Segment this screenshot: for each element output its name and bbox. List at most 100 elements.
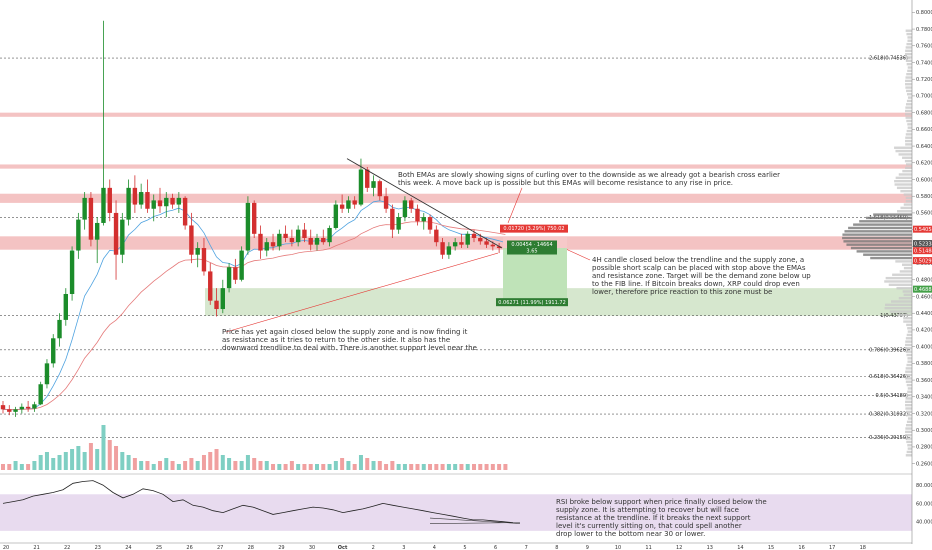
vp-bar [903, 266, 912, 270]
candle-17 [107, 179, 112, 222]
volume-bar-11 [70, 449, 75, 470]
target-label: 0.06271 (11.99%) 1911.72 [498, 300, 566, 306]
candle-body [82, 197, 87, 220]
price-tick-label-8: 0.42000 [916, 328, 932, 334]
volume-bar-24 [151, 464, 156, 470]
candle-53 [333, 200, 339, 230]
candle-body [490, 244, 496, 247]
vp-bar [896, 186, 912, 190]
vp-bar [906, 393, 912, 397]
volume-bar-78 [490, 464, 495, 470]
vp-bar [906, 353, 912, 357]
ann2-line4: to the FIB line. If Bitcoin breaks down,… [592, 280, 800, 288]
price-tick-label-6: 0.38000 [916, 361, 932, 367]
vp-bar [906, 119, 912, 123]
volume-bar-48 [302, 464, 307, 470]
target-label-bg [496, 298, 568, 307]
vp-bar [905, 370, 912, 373]
volume-bar-1 [7, 464, 12, 470]
ann4-line4: level it's currently sitting on, that co… [556, 522, 742, 530]
candle-7 [44, 359, 50, 389]
candle-body [44, 363, 50, 385]
candle-65 [409, 197, 414, 213]
candle-64 [402, 196, 408, 222]
vp-bar [905, 103, 912, 106]
time-tick-label-1: 21 [33, 545, 39, 550]
volume-bar-75 [472, 464, 476, 470]
time-tick-label-28: 18 [860, 545, 866, 550]
vp-bar [907, 327, 912, 330]
vp-bar [907, 39, 912, 42]
vp-bar [905, 56, 912, 59]
vp-bar [842, 233, 912, 236]
vp-bar [906, 440, 912, 444]
candle-59 [371, 175, 376, 197]
volume-bar-50 [315, 464, 319, 470]
candle-36 [226, 263, 232, 293]
vp-bar [905, 437, 912, 440]
vp-bar [905, 430, 912, 434]
vp-bar [906, 420, 912, 424]
volume-bar-36 [227, 458, 232, 470]
fib-layer: 2.618(0.74536)1.618(0.55460)1(0.43707)0.… [0, 56, 912, 441]
volume-bar-6 [38, 455, 43, 470]
vp-bar [905, 79, 912, 83]
volume-bar-17 [107, 440, 112, 470]
candle-body [32, 404, 37, 409]
vp-bar [906, 323, 912, 327]
candle-72 [452, 238, 458, 251]
candle-body [421, 217, 426, 222]
volume-bar-61 [384, 464, 389, 470]
candle-body [277, 233, 282, 247]
candle-body [258, 233, 263, 251]
candle-73 [459, 233, 464, 249]
time-tick-label-15: 5 [463, 545, 466, 550]
volume-bar-57 [358, 455, 363, 470]
volume-bar-12 [76, 446, 81, 470]
time-tick-label-0: 20 [3, 545, 9, 550]
overlay-layer: 0.01720 (3.29%) 750.02 0.00454 · 146643.6… [225, 158, 591, 333]
ann3-line1: Price has yet again closed below the sup… [222, 328, 468, 336]
vp-bar [905, 143, 912, 146]
candle-13 [82, 192, 87, 230]
candle-24 [151, 194, 156, 222]
candle-body [459, 242, 464, 245]
vp-bar [885, 276, 912, 280]
vp-bar [905, 116, 912, 119]
candle-63 [396, 212, 401, 234]
vp-bar [905, 163, 912, 166]
candle-5 [32, 401, 37, 412]
volume-bar-10 [63, 452, 68, 470]
vp-bar [907, 123, 912, 126]
time-tick-label-24: 14 [737, 545, 743, 550]
vp-bar [905, 407, 912, 410]
vp-bar [902, 156, 912, 159]
volume-bar-26 [164, 458, 169, 470]
candle-39 [245, 196, 251, 255]
candle-body [189, 225, 194, 255]
vp-bar [905, 133, 912, 136]
time-tick-label-10: 30 [309, 545, 315, 550]
price-tick-label-4: 0.34000 [916, 395, 932, 401]
candle-9 [57, 313, 62, 347]
candles-layer [0, 20, 508, 417]
vp-bar [905, 350, 912, 353]
vp-bar [844, 230, 912, 233]
time-tick-label-7: 27 [217, 545, 223, 550]
vp-bar [906, 73, 912, 76]
vp-bar [890, 300, 912, 303]
candle-3 [19, 403, 25, 414]
time-tick-label-16: 6 [494, 545, 497, 550]
candle-body [214, 300, 219, 310]
price-tick-label-0: 0.26000 [916, 461, 932, 467]
vp-bar [863, 253, 912, 256]
candle-56 [352, 196, 357, 209]
candle-body [496, 246, 502, 249]
vp-bar [905, 83, 912, 86]
time-tick-label-2: 22 [64, 545, 70, 550]
annotation-rsi: RSI broke below support when price final… [556, 498, 769, 538]
vp-bar [842, 236, 912, 240]
vp-bar [843, 240, 912, 243]
candle-15 [95, 217, 100, 264]
